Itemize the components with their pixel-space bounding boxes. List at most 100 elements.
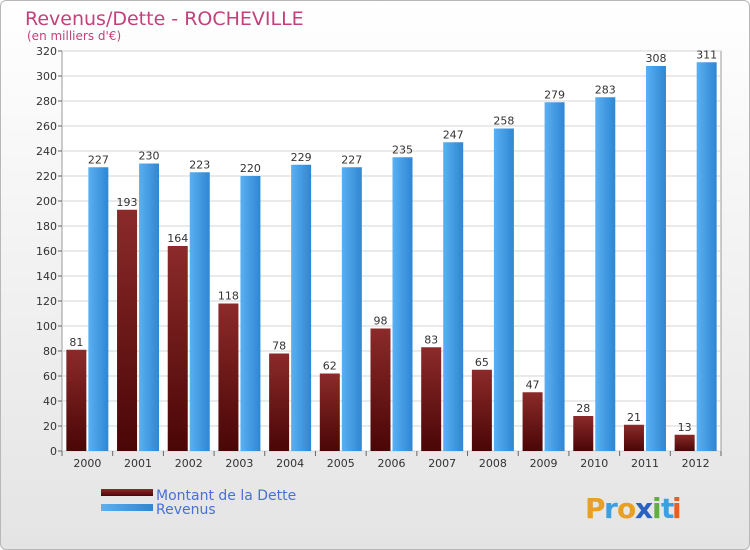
bar-dette-2000 [66, 349, 87, 451]
x-tick-label-2003: 2003 [225, 457, 253, 470]
y-tick-label: 240 [36, 145, 57, 158]
x-tick-label-2006: 2006 [378, 457, 406, 470]
x-tick-label-2007: 2007 [428, 457, 456, 470]
x-tick-label-2012: 2012 [682, 457, 710, 470]
bar-dette-2006 [370, 328, 391, 451]
value-label-dette-2005: 62 [323, 360, 337, 373]
logo-letter: P [585, 492, 606, 525]
bar-revenus-2002 [189, 172, 210, 451]
bar-dette-2012 [674, 434, 695, 451]
y-tick-label: 320 [36, 45, 57, 58]
bar-revenus-2008 [493, 128, 514, 451]
bar-dette-2009 [522, 392, 543, 451]
legend: Montant de la Dette Revenus [101, 488, 296, 518]
bar-revenus-2005 [341, 167, 362, 451]
y-tick-label: 120 [36, 295, 57, 308]
value-label-dette-2009: 47 [526, 378, 540, 391]
bar-dette-2010 [573, 416, 594, 451]
bar-dette-2005 [319, 373, 340, 451]
value-label-dette-2008: 65 [475, 356, 489, 369]
x-tick-label-2008: 2008 [479, 457, 507, 470]
logo-letter: t [661, 492, 674, 525]
y-tick-label: 20 [43, 420, 57, 433]
bar-dette-2007 [421, 347, 442, 451]
axis-layer: 0 20 40 60 80 100 120 140 160 180 200 220 240 260 280 3… [36, 45, 722, 470]
value-label-dette-2012: 13 [678, 421, 692, 434]
value-label-dette-2006: 98 [374, 315, 388, 328]
x-tick-label-2004: 2004 [276, 457, 304, 470]
bar-revenus-2012 [696, 62, 717, 451]
bar-revenus-2003 [240, 176, 261, 451]
y-tick-label: 300 [36, 70, 57, 83]
y-tick-label: 260 [36, 120, 57, 133]
bar-dette-2011 [623, 424, 644, 451]
bar-revenus-2004 [291, 164, 312, 451]
value-label-dette-2004: 78 [272, 340, 286, 353]
grid-layer [61, 50, 722, 452]
y-tick-label: 40 [43, 395, 57, 408]
value-label-revenus-2005: 227 [341, 153, 362, 166]
value-label-revenus-2003: 220 [240, 162, 261, 175]
x-tick-label-2001: 2001 [124, 457, 152, 470]
value-label-revenus-2004: 229 [291, 151, 312, 164]
legend-swatch-dette [101, 489, 153, 496]
bar-revenus-2006 [392, 157, 413, 451]
value-label-revenus-2007: 247 [443, 128, 464, 141]
y-tick-label: 80 [43, 345, 57, 358]
bar-revenus-2010 [595, 97, 616, 451]
legend-label-revenus: Revenus [156, 502, 216, 518]
value-label-revenus-2008: 258 [493, 115, 514, 128]
x-tick-label-2005: 2005 [327, 457, 355, 470]
logo-letter: i [672, 492, 682, 525]
value-label-revenus-2012: 311 [696, 48, 717, 61]
y-tick-label: 280 [36, 95, 57, 108]
x-tick-label-2009: 2009 [530, 457, 558, 470]
y-tick-label: 60 [43, 370, 57, 383]
value-label-dette-2011: 21 [627, 411, 641, 424]
bar-revenus-2007 [443, 142, 464, 451]
value-label-dette-2003: 118 [218, 290, 239, 303]
chart-title: Revenus/Dette - ROCHEVILLE [25, 8, 304, 30]
bar-revenus-2009 [544, 102, 565, 451]
value-label-revenus-2009: 279 [544, 88, 565, 101]
value-label-dette-2002: 164 [167, 232, 188, 245]
bar-dette-2003 [218, 303, 239, 451]
value-label-revenus-2011: 308 [645, 52, 666, 65]
bar-dette-2008 [471, 369, 492, 451]
y-tick-label: 220 [36, 170, 57, 183]
logo-letter: x [635, 492, 653, 525]
value-label-revenus-2010: 283 [595, 83, 616, 96]
y-tick-label: 140 [36, 270, 57, 283]
x-tick-label-2000: 2000 [73, 457, 101, 470]
y-tick-label: 180 [36, 220, 57, 233]
bar-revenus-2000 [88, 167, 109, 451]
bar-revenus-2001 [139, 163, 160, 451]
legend-swatch-revenus [101, 504, 153, 511]
value-label-dette-2001: 193 [117, 196, 138, 209]
value-label-revenus-2006: 235 [392, 143, 413, 156]
value-label-revenus-2002: 223 [189, 158, 210, 171]
bar-revenus-2011 [645, 66, 666, 451]
bar-dette-2002 [167, 246, 188, 451]
x-tick-label-2002: 2002 [175, 457, 203, 470]
y-tick-label: 160 [36, 245, 57, 258]
y-tick-label: 100 [36, 320, 57, 333]
bars-layer: 81 227 193 230 164 223 118 220 78 229 62 227 98 235 83… [66, 48, 717, 451]
proxiti-logo: Pr oxi ti [585, 492, 682, 525]
chart-subtitle: (en milliers d'€) [27, 29, 121, 43]
x-tick-label-2011: 2011 [631, 457, 659, 470]
y-tick-label: 200 [36, 195, 57, 208]
logo-letter: r [604, 492, 618, 525]
logo-letter: i [652, 492, 662, 525]
value-label-revenus-2000: 227 [88, 153, 109, 166]
y-tick-label: 0 [50, 445, 57, 458]
bar-dette-2001 [117, 209, 138, 451]
legend-label-dette: Montant de la Dette [156, 488, 296, 504]
value-label-dette-2010: 28 [576, 402, 590, 415]
logo-letter: o [617, 492, 636, 525]
value-label-dette-2007: 83 [424, 333, 438, 346]
value-label-revenus-2001: 230 [139, 150, 160, 163]
bar-dette-2004 [269, 353, 290, 451]
